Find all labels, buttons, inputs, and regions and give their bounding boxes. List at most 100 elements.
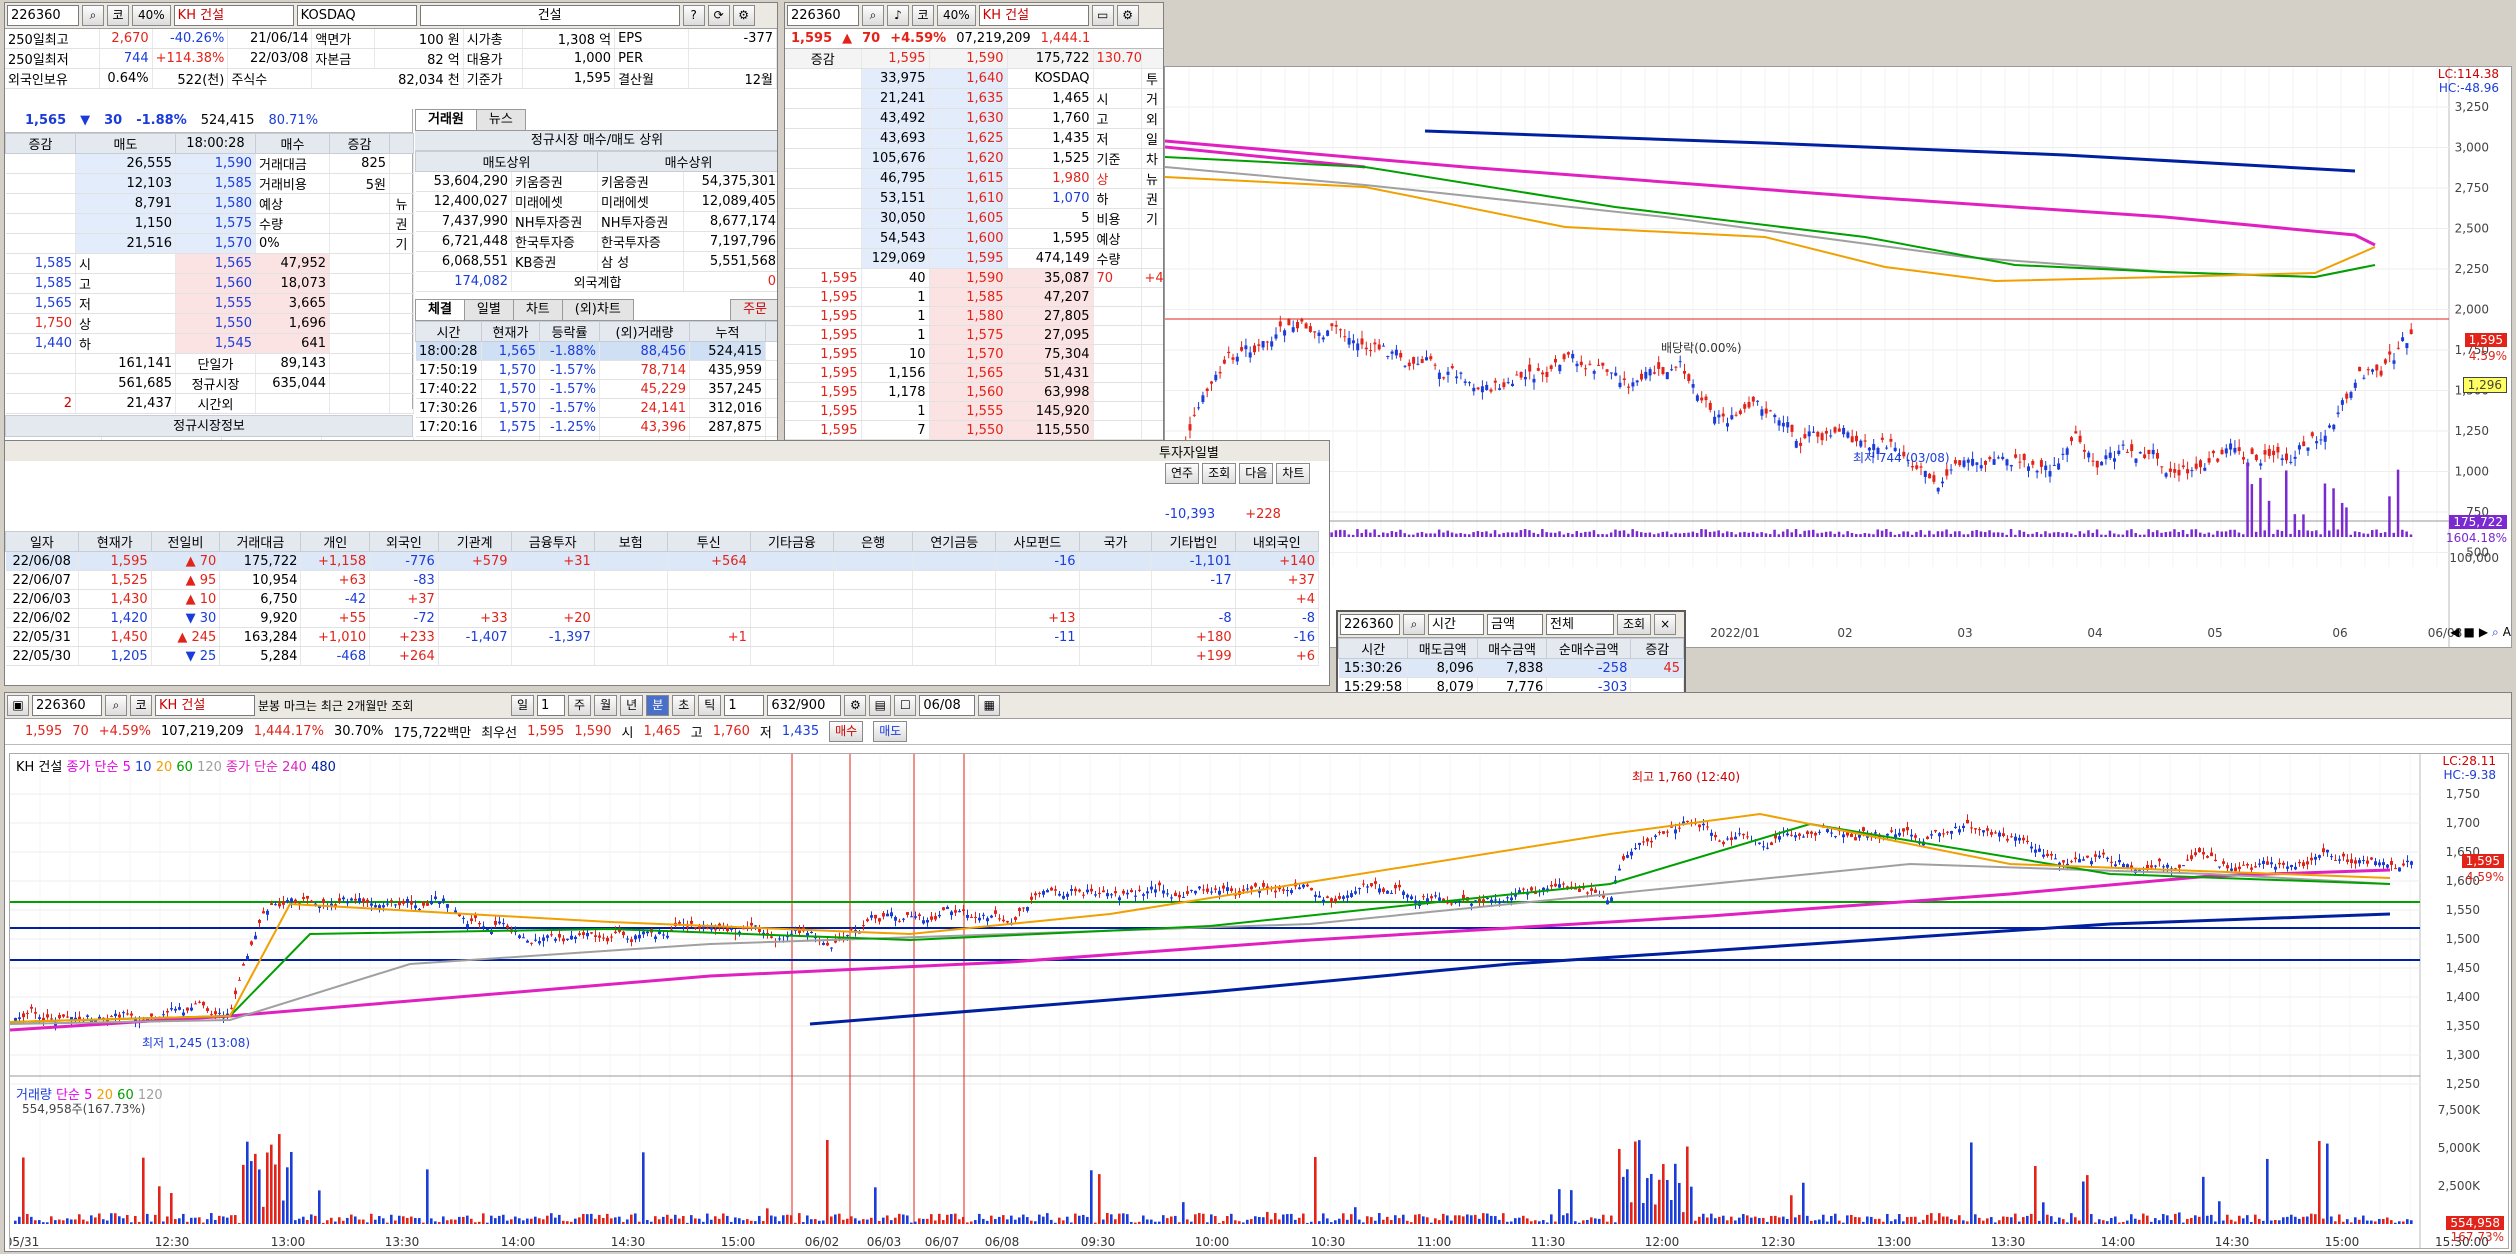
count-field[interactable]: 632/900 — [767, 695, 842, 716]
zoom-icon[interactable]: ⌕ — [2492, 625, 2499, 639]
intraday-search-icon[interactable]: ⌕ — [105, 695, 127, 716]
font-a-icon[interactable]: A — [2502, 625, 2511, 639]
search-icon[interactable]: ⌕ — [82, 5, 104, 26]
volume-bar — [1166, 1218, 1169, 1224]
tick-tab-2[interactable]: 차트 — [512, 299, 563, 320]
volume-bar — [2082, 1181, 2085, 1224]
candle — [1734, 836, 1737, 840]
program-close-icon[interactable]: × — [1654, 614, 1677, 635]
period-day[interactable]: 일 — [511, 695, 535, 716]
code-input[interactable]: 226360 — [7, 5, 79, 26]
book-name-field[interactable]: KH 건설 — [978, 5, 1089, 26]
save-icon[interactable]: ▤ — [869, 695, 892, 716]
axis-tick-label: 06/08 — [2428, 626, 2463, 640]
sell-button[interactable]: 매도 — [873, 721, 908, 742]
daily-scroll-controls[interactable]: ◀ ■ ▶ ⌕ A — [2450, 625, 2511, 645]
period-second[interactable]: 초 — [672, 695, 696, 716]
program-sel-0[interactable]: 시간 — [1428, 614, 1484, 635]
volume-bar — [266, 1152, 269, 1224]
tab-news[interactable]: 뉴스 — [475, 109, 526, 130]
volume-bar — [1810, 1220, 1813, 1224]
period-year[interactable]: 년 — [620, 695, 644, 716]
candle — [2070, 437, 2073, 442]
refresh-icon[interactable]: ⟳ — [707, 5, 730, 26]
help-icon[interactable]: ? — [682, 5, 705, 26]
volume-bar — [294, 1220, 297, 1224]
quote-line-item: 고 — [690, 726, 703, 741]
book-window-icon[interactable]: ▭ — [1091, 5, 1114, 26]
stock-name-field[interactable]: KH 건설 — [173, 5, 294, 26]
period-month[interactable]: 월 — [594, 695, 618, 716]
candle — [1743, 404, 1747, 409]
scroll-left-icon[interactable]: ◀ — [2450, 625, 2460, 639]
program-search-icon[interactable]: ⌕ — [1403, 614, 1425, 635]
tick-tab-1[interactable]: 일별 — [463, 299, 514, 320]
volume-bar — [1534, 1220, 1537, 1224]
volume-bar — [1558, 531, 1561, 537]
volume-bar — [2078, 1220, 2081, 1224]
volume-bar — [590, 1213, 593, 1224]
buy-button[interactable]: 매수 — [829, 721, 864, 742]
stop-icon[interactable]: ■ — [2463, 625, 2475, 639]
tick-tab-0[interactable]: 체결 — [415, 299, 465, 320]
book-market-toggle[interactable]: 코 — [912, 5, 934, 26]
tick-tab-4[interactable]: 주문 — [730, 299, 777, 320]
calendar-icon[interactable]: ▦ — [978, 695, 1001, 716]
intraday-chart[interactable]: 1,750 1,700 1,650 1,600 1,550 1,500 1,450 1,400… — [9, 753, 2509, 1249]
date-field[interactable]: 06/08 — [919, 695, 976, 716]
investor-btn-2[interactable]: 다음 — [1239, 463, 1274, 484]
period-tick[interactable]: 틱 — [698, 695, 722, 716]
candle — [786, 936, 789, 938]
candle — [2102, 852, 2105, 855]
candle — [1932, 475, 1936, 482]
intraday-market-toggle[interactable]: 코 — [130, 695, 152, 716]
volume-bar — [158, 1186, 161, 1224]
book-code-input[interactable]: 226360 — [787, 5, 859, 26]
intraday-code-input[interactable]: 226360 — [32, 695, 102, 716]
program-sel-2[interactable]: 전체 — [1546, 614, 1614, 635]
period-week[interactable]: 주 — [568, 695, 592, 716]
volume-bar — [966, 1222, 969, 1224]
program-sel-1[interactable]: 금액 — [1487, 614, 1543, 635]
candle — [426, 903, 429, 906]
checkbox-icon[interactable]: ☐ — [894, 695, 917, 716]
intraday-window-icon[interactable]: ▣ — [7, 695, 29, 716]
intraday-name-field[interactable]: KH 건설 — [155, 695, 255, 716]
daily-chart-svg[interactable]: 3,2503,0002,7502,5002,2502,0001,7501,500… — [1165, 67, 2512, 648]
candle — [1566, 886, 1569, 888]
volume-bar — [1506, 532, 1510, 537]
investor-btn-0[interactable]: 연주 — [1165, 463, 1200, 484]
settings-icon[interactable]: ⚙ — [844, 695, 867, 716]
candle — [46, 1014, 49, 1018]
candle — [1880, 437, 1884, 440]
volume-bar — [1618, 530, 1621, 537]
candle — [2113, 458, 2116, 462]
volume-bar — [1354, 1207, 1357, 1224]
volume-bar — [150, 1221, 153, 1224]
candle — [1994, 832, 1997, 834]
tick-tab-3[interactable]: (외)차트 — [561, 299, 634, 320]
unit-select[interactable]: 1 — [724, 695, 765, 716]
period-minute[interactable]: 분 — [646, 695, 670, 716]
period-day-count[interactable]: 1 — [537, 695, 566, 716]
investor-btn-3[interactable]: 차트 — [1276, 463, 1311, 484]
market-toggle[interactable]: 코 — [107, 5, 129, 26]
program-query-button[interactable]: 조회 — [1617, 614, 1652, 635]
program-code-input[interactable]: 226360 — [1340, 614, 1400, 635]
daily-chart[interactable]: 3,2503,0002,7502,5002,2502,0001,7501,500… — [1164, 66, 2512, 648]
speaker-icon[interactable]: ♪ — [887, 5, 909, 26]
gear-icon[interactable]: ⚙ — [732, 5, 755, 26]
investor-btn-1[interactable]: 조회 — [1202, 463, 1237, 484]
volume-bar — [538, 1218, 541, 1224]
volume-bar — [1830, 1215, 1833, 1224]
volume-bar — [134, 1215, 137, 1224]
candle — [1102, 890, 1105, 893]
intraday-chart-svg[interactable]: 1,7501,7001,6501,6001,5501,5001,4501,400… — [10, 754, 2509, 1249]
scroll-right-icon[interactable]: ▶ — [2478, 625, 2489, 639]
volume-bar — [1910, 534, 1914, 537]
candle — [2094, 854, 2097, 857]
tab-broker[interactable]: 거래원 — [415, 109, 477, 130]
book-search-icon[interactable]: ⌕ — [862, 5, 884, 26]
book-gear-icon[interactable]: ⚙ — [1116, 5, 1139, 26]
volume-bar — [1758, 1218, 1761, 1224]
